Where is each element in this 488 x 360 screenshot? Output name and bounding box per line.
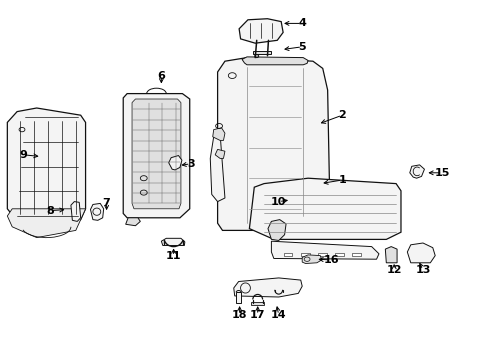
Bar [317,253,326,256]
Polygon shape [242,57,307,65]
Polygon shape [407,243,434,263]
Text: 15: 15 [434,168,449,178]
Text: 4: 4 [298,18,305,28]
Text: 11: 11 [165,251,181,261]
Polygon shape [271,241,378,259]
Polygon shape [252,51,271,54]
Polygon shape [90,203,103,220]
Polygon shape [125,218,140,226]
Bar [334,253,343,256]
Polygon shape [217,58,329,230]
Polygon shape [71,202,81,221]
Text: 18: 18 [231,310,247,320]
Polygon shape [385,247,396,263]
Polygon shape [215,149,224,158]
Polygon shape [249,178,400,239]
Bar [300,253,309,256]
Polygon shape [233,278,302,297]
Text: 1: 1 [338,175,346,185]
Polygon shape [302,255,321,264]
Polygon shape [132,99,181,209]
Bar [283,253,292,256]
Polygon shape [212,128,224,140]
Bar [251,302,264,305]
Text: 12: 12 [386,265,401,275]
Text: 16: 16 [323,255,339,265]
Text: 17: 17 [249,310,265,320]
Text: 8: 8 [46,206,54,216]
Text: 7: 7 [102,198,110,208]
Bar [351,253,360,256]
Polygon shape [168,156,182,170]
Text: 9: 9 [20,150,27,160]
Polygon shape [161,238,184,246]
Polygon shape [409,165,424,178]
Text: 3: 3 [186,159,194,169]
Text: 10: 10 [270,197,286,207]
Text: 14: 14 [270,310,286,320]
Bar [236,292,241,303]
Polygon shape [7,209,85,238]
Polygon shape [267,220,285,240]
Polygon shape [210,133,224,202]
Text: 6: 6 [157,71,165,81]
Text: 13: 13 [414,265,430,275]
Polygon shape [239,19,283,43]
Polygon shape [123,94,189,218]
Polygon shape [7,108,85,230]
Text: 2: 2 [338,110,346,120]
Text: 5: 5 [298,42,305,52]
